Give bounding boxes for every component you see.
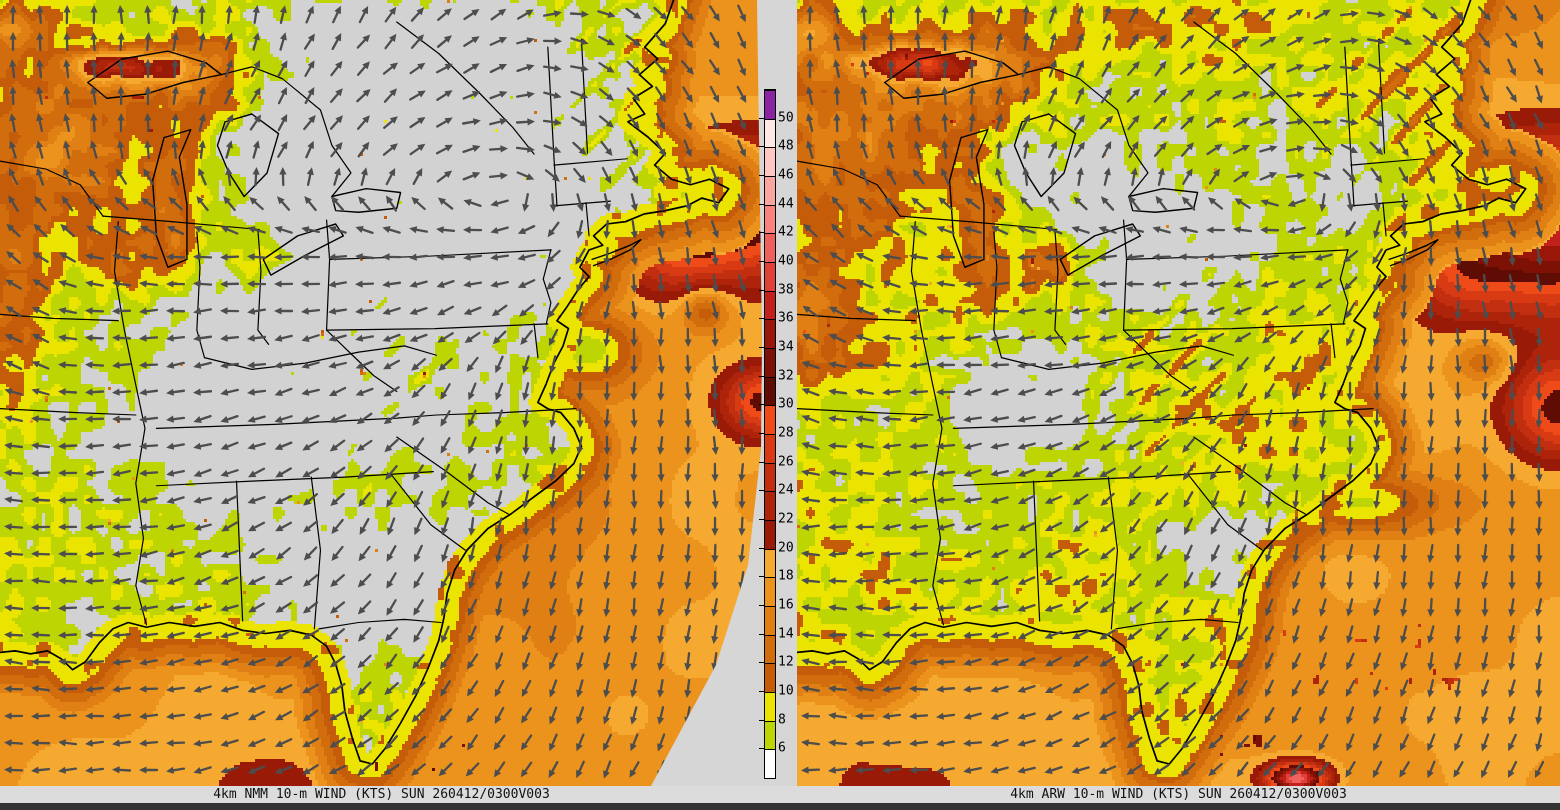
colorbar-tick: [759, 662, 765, 664]
colorbar-tick: [759, 519, 765, 520]
colorbar-tick: [759, 404, 765, 406]
colorbar-segment-34-36: [765, 319, 775, 348]
colorbar-tick-label: 28: [778, 425, 794, 441]
caption-bar: 4km NMM 10-m WIND (KTS) SUN 260412/0300V…: [0, 786, 1560, 803]
colorbar-tick-label: 20: [778, 540, 794, 556]
colorbar-tick-label: 42: [778, 224, 794, 240]
colorbar-tick: [759, 289, 765, 291]
colorbar-tick-label: 32: [778, 368, 794, 384]
colorbar-tick: [759, 375, 765, 377]
colorbar-tick: [759, 175, 765, 176]
colorbar-segment-40-42: [765, 233, 775, 262]
colorbar-segment-10-12: [765, 663, 775, 692]
colorbar-tick: [759, 748, 765, 750]
colorbar-tick: [759, 490, 765, 492]
colorbar-segment->50: [765, 90, 775, 119]
colorbar-tick-label: 18: [778, 568, 794, 584]
colorbar-tick: [759, 261, 765, 262]
arw-wind-map-canvas: [797, 0, 1560, 786]
nmm-caption: 4km NMM 10-m WIND (KTS) SUN 260412/0300V…: [213, 787, 550, 802]
colorbar-tick-label: 40: [778, 253, 794, 269]
colorbar-segment-6-8: [765, 720, 775, 750]
colorbar-tick-label: 26: [778, 454, 794, 470]
colorbar-segment-44-46: [765, 176, 775, 205]
colorbar-segment-24-26: [765, 462, 775, 492]
colorbar-tick-label: 44: [778, 196, 794, 212]
colorbar-tick: [759, 117, 765, 119]
colorbar-tick-label: 30: [778, 396, 794, 412]
colorbar-segment-18-20: [765, 548, 775, 578]
colorbar-segment-26-28: [765, 434, 775, 463]
arw-caption: 4km ARW 10-m WIND (KTS) SUN 260412/0300V…: [1010, 787, 1347, 802]
colorbar-segment-48-50: [765, 118, 775, 148]
colorbar-tick-label: 16: [778, 597, 794, 613]
wind-speed-colorbar: 6 8 10 12 14 16 18 20 22 24 26 28 30 32 34 36 38 40 42 44 46…: [759, 89, 799, 779]
colorbar-tick-label: 10: [778, 683, 794, 699]
colorbar-tick-label: 50: [778, 110, 794, 126]
colorbar-segment-12-14: [765, 634, 775, 664]
colorbar-tick: [759, 633, 765, 635]
colorbar-tick: [759, 576, 765, 578]
colorbar-tick-label: 46: [778, 167, 794, 183]
colorbar-tick-label: 38: [778, 282, 794, 298]
colorbar-segment-16-18: [765, 577, 775, 606]
colorbar-segment-22-24: [765, 491, 775, 520]
colorbar-segment-8-10: [765, 692, 775, 721]
colorbar-tick-label: 12: [778, 654, 794, 670]
colorbar-segment-32-34: [765, 348, 775, 377]
colorbar-segment-38-40: [765, 262, 775, 291]
colorbar-tick-label: 6: [778, 740, 786, 756]
colorbar-segment-42-44: [765, 204, 775, 234]
colorbar-tick-label: 22: [778, 511, 794, 527]
colorbar-tick: [759, 719, 765, 721]
bottom-border-strip: [0, 803, 1560, 810]
colorbar-tick: [759, 318, 765, 320]
colorbar-tick: [759, 146, 765, 148]
colorbar-tick-label: 8: [778, 712, 786, 728]
colorbar-segment-28-30: [765, 405, 775, 434]
colorbar-tick: [759, 461, 765, 463]
colorbar-segment-<6: [765, 749, 775, 778]
colorbar-tick-label: 34: [778, 339, 794, 355]
colorbar-segment-30-32: [765, 376, 775, 406]
colorbar-segment-20-22: [765, 520, 775, 549]
colorbar-tick-label: 48: [778, 138, 794, 154]
colorbar-tick-label: 24: [778, 482, 794, 498]
colorbar-tick: [759, 203, 765, 205]
colorbar-swatch-column: [764, 89, 776, 779]
colorbar-tick: [759, 232, 765, 234]
nmm-wind-map-canvas: [0, 0, 762, 786]
colorbar-tick: [759, 433, 765, 434]
colorbar-tick: [759, 347, 765, 348]
colorbar-segment-14-16: [765, 606, 775, 635]
colorbar-segment-36-38: [765, 290, 775, 320]
colorbar-tick: [759, 691, 765, 692]
colorbar-segment-46-48: [765, 147, 775, 176]
colorbar-tick: [759, 605, 765, 606]
colorbar-tick-label: 14: [778, 626, 794, 642]
colorbar-tick-label: 36: [778, 310, 794, 326]
colorbar-tick: [759, 547, 765, 549]
